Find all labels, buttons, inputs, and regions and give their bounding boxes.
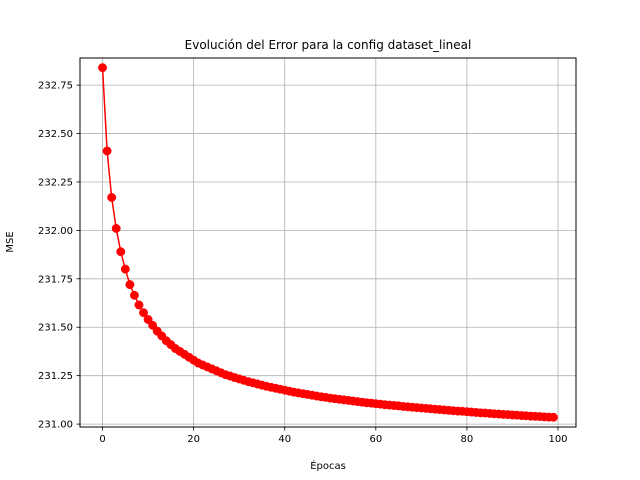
chart-title: Evolución del Error para la config datas… — [185, 38, 472, 52]
series-layer — [98, 63, 558, 422]
data-point — [129, 290, 139, 300]
y-tick-label: 231.25 — [38, 371, 73, 382]
data-point — [120, 264, 130, 274]
y-tick-label: 231.00 — [38, 420, 73, 431]
data-point — [134, 300, 144, 310]
y-axis-title: MSE — [5, 231, 16, 252]
data-point — [549, 412, 558, 422]
data-point — [139, 308, 148, 318]
x-tick-label: 20 — [187, 434, 200, 445]
x-tick-label: 0 — [99, 434, 105, 445]
data-point — [125, 280, 135, 290]
data-point — [98, 63, 107, 73]
x-tick-label: 40 — [278, 434, 291, 445]
y-tick-label: 232.00 — [38, 226, 73, 237]
data-point — [102, 146, 112, 156]
x-axis-title: Épocas — [310, 459, 346, 472]
plot-frame — [79, 57, 577, 428]
y-tick-label: 232.25 — [38, 177, 73, 188]
data-point — [116, 247, 126, 257]
x-tick-label: 100 — [548, 434, 567, 445]
y-tick-label: 231.75 — [38, 274, 73, 285]
y-tick-label: 232.50 — [38, 129, 73, 140]
y-tick-label: 232.75 — [38, 81, 73, 92]
grid — [80, 58, 576, 427]
x-axis-ticks: 0 20 40 60 80 100 — [99, 427, 568, 445]
x-tick-label: 80 — [461, 434, 474, 445]
y-axis-ticks: 231.00 231.25 231.50 231.75 232.00 232.25 232.… — [38, 81, 80, 431]
data-point — [111, 224, 121, 233]
x-tick-label: 60 — [369, 434, 382, 445]
y-tick-label: 231.50 — [38, 323, 73, 334]
data-point — [107, 193, 117, 202]
